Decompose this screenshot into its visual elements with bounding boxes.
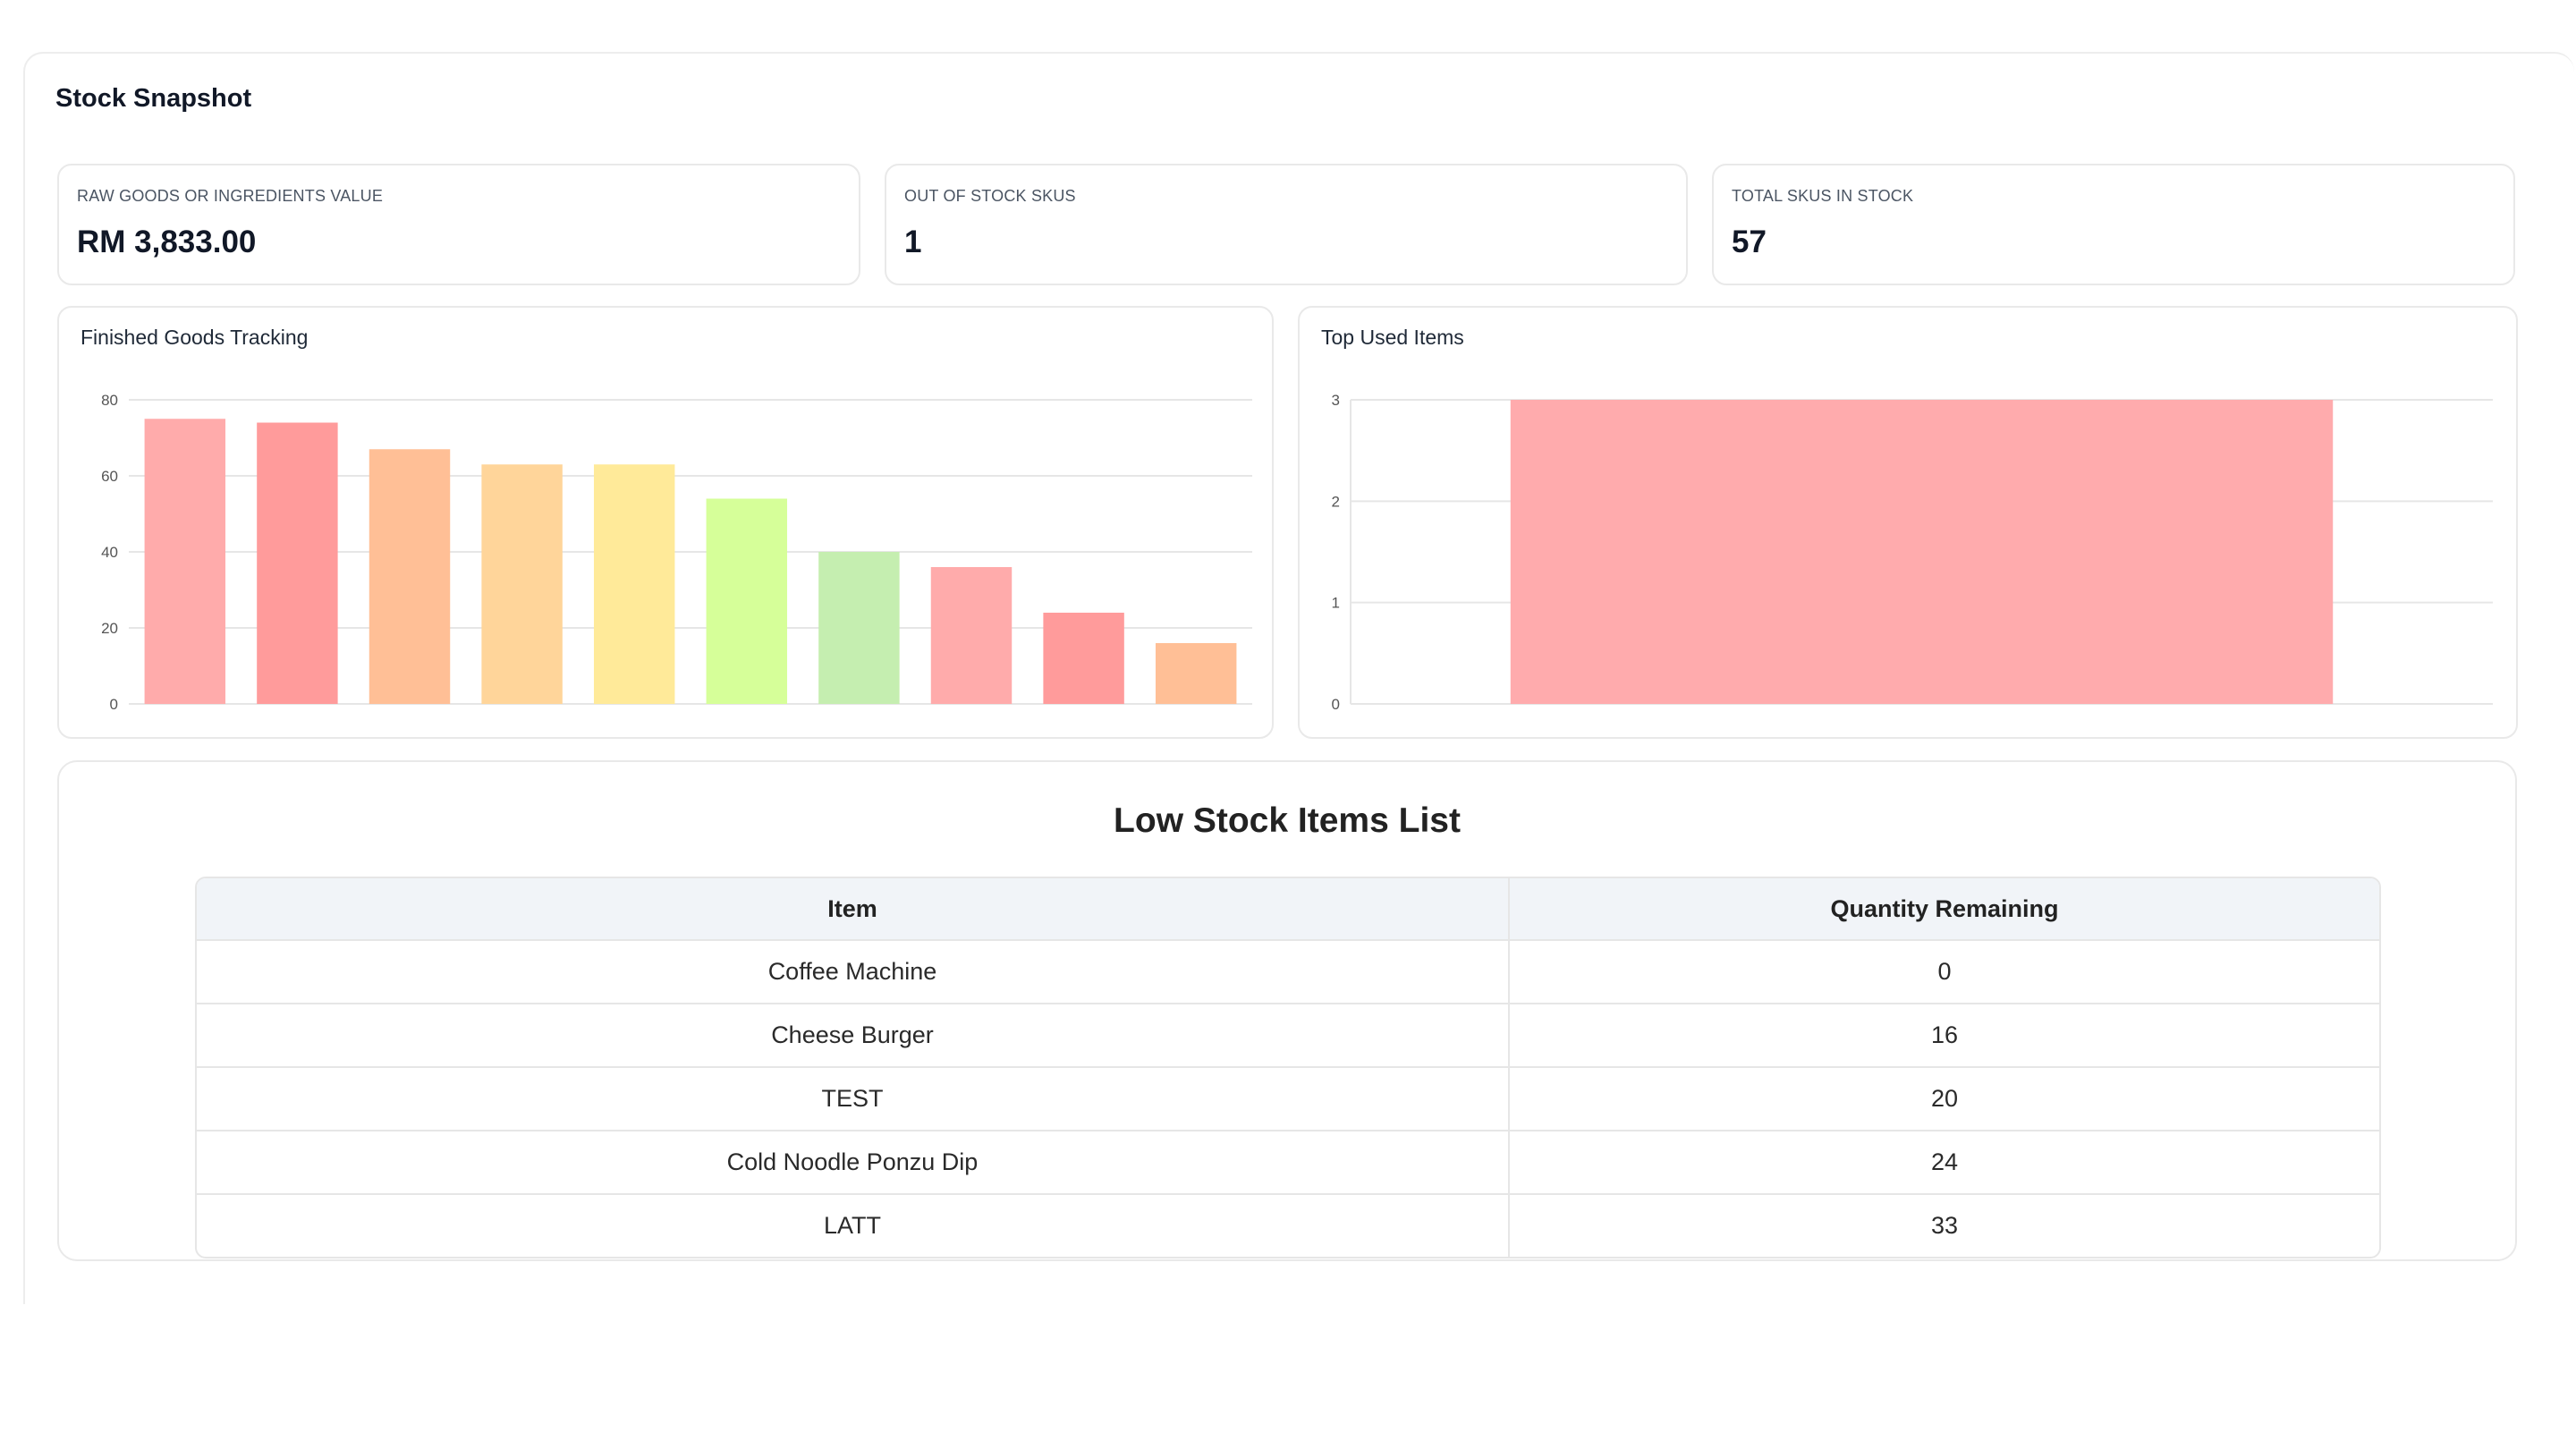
item-cell: Cheese Burger — [197, 1004, 1510, 1068]
table-row: Cheese Burger 16 — [197, 1004, 2379, 1068]
stat-value: RM 3,833.00 — [77, 225, 257, 259]
top-used-items-chart-card: Top Used Items 0 1 2 3 — [1298, 306, 2518, 739]
chart-title: Top Used Items — [1321, 326, 1464, 349]
y-tick-label: 80 — [101, 392, 118, 409]
stat-value: 57 — [1732, 225, 1767, 259]
bar[interactable] — [593, 464, 675, 704]
table-header-row: Item Quantity Remaining — [197, 878, 2379, 941]
column-header-item: Item — [197, 878, 1510, 941]
bar[interactable] — [1043, 613, 1124, 704]
quantity-cell: 33 — [1930, 1212, 1959, 1239]
y-tick-label: 2 — [1332, 493, 1340, 510]
quantity-cell: 16 — [1510, 1004, 2379, 1068]
stat-card-raw-goods-value: RAW GOODS OR INGREDIENTS VALUE RM 3,833.… — [57, 164, 860, 285]
stat-label: TOTAL SKUS IN STOCK — [1732, 187, 1914, 205]
table-row: LATT 33 — [197, 1195, 2379, 1257]
bar[interactable] — [1155, 643, 1237, 704]
stat-value: 1 — [904, 225, 922, 259]
page-title: Stock Snapshot — [55, 84, 252, 113]
low-stock-table: Item Quantity Remaining Coffee Machine 0… — [195, 877, 2381, 1258]
item-cell: Coffee Machine — [197, 941, 1510, 1004]
table-row: TEST 20 — [197, 1068, 2379, 1131]
column-header-quantity: Quantity Remaining — [1510, 878, 2379, 941]
top-used-items-bar-chart: 0 1 2 3 — [1332, 392, 2493, 713]
bar[interactable] — [1510, 400, 2334, 704]
quantity-cell: 24 — [1510, 1131, 2379, 1195]
y-tick-label: 40 — [101, 544, 118, 561]
y-tick-label: 1 — [1332, 595, 1340, 612]
bar[interactable] — [706, 498, 788, 705]
bar[interactable] — [930, 567, 1013, 704]
bar[interactable] — [481, 464, 563, 704]
bar[interactable] — [818, 552, 900, 704]
item-cell: TEST — [197, 1068, 1510, 1131]
item-cell: Cold Noodle Ponzu Dip — [197, 1131, 1510, 1195]
table-row: Coffee Machine 0 — [197, 941, 2379, 1004]
stat-label: RAW GOODS OR INGREDIENTS VALUE — [77, 187, 384, 205]
bar[interactable] — [369, 449, 451, 704]
stat-card-total-skus: TOTAL SKUS IN STOCK 57 — [1712, 164, 2515, 285]
finished-goods-chart-card: Finished Goods Tracking 0 20 40 60 80 — [57, 306, 1274, 739]
stat-label: OUT OF STOCK SKUS — [904, 187, 1076, 205]
y-tick-label: 0 — [110, 696, 118, 713]
finished-goods-bar-chart: 0 20 40 60 80 — [101, 392, 1252, 713]
stat-card-out-of-stock: OUT OF STOCK SKUS 1 — [885, 164, 1688, 285]
y-tick-label: 3 — [1332, 392, 1340, 409]
item-cell: LATT — [197, 1195, 1510, 1257]
quantity-cell: 20 — [1510, 1068, 2379, 1131]
bar[interactable] — [144, 419, 226, 704]
low-stock-heading: Low Stock Items List — [1114, 801, 1461, 840]
bar[interactable] — [257, 422, 338, 705]
table-row: Cold Noodle Ponzu Dip 24 — [197, 1131, 2379, 1195]
chart-title: Finished Goods Tracking — [80, 326, 309, 349]
y-tick-label: 60 — [101, 468, 118, 485]
y-tick-label: 0 — [1332, 696, 1340, 713]
low-stock-card: Low Stock Items List Item Quantity Remai… — [57, 760, 2517, 1261]
y-tick-label: 20 — [101, 620, 118, 637]
quantity-cell: 0 — [1510, 941, 2379, 1004]
